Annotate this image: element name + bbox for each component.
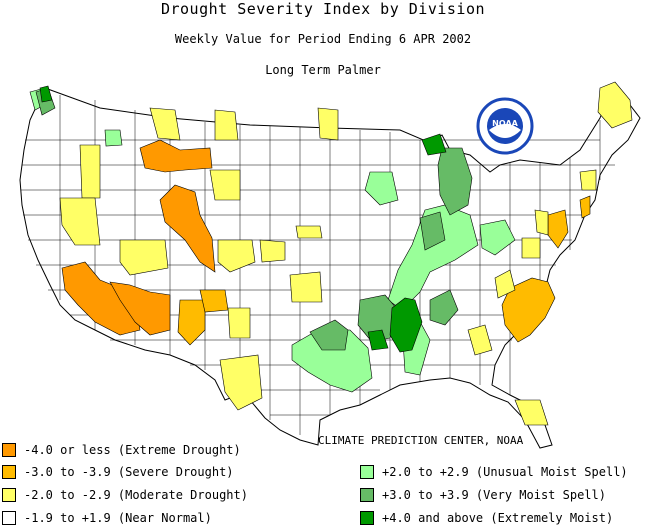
severe-drought-areas bbox=[177, 195, 591, 346]
legend-label: +4.0 and above (Extremely Moist) bbox=[382, 511, 614, 525]
legend-label: -4.0 or less (Extreme Drought) bbox=[24, 443, 241, 457]
legend-label: +2.0 to +2.9 (Unusual Moist Spell) bbox=[382, 465, 628, 479]
legend-item: +4.0 and above (Extremely Moist) bbox=[360, 509, 613, 527]
legend-item: -3.0 to -3.9 (Severe Drought) bbox=[2, 463, 234, 481]
legend-label: -2.0 to -2.9 (Moderate Drought) bbox=[24, 488, 248, 502]
credit-text: CLIMATE PREDICTION CENTER, NOAA bbox=[318, 434, 524, 447]
legend-swatch bbox=[360, 511, 374, 525]
legend-item: -2.0 to -2.9 (Moderate Drought) bbox=[2, 486, 248, 504]
legend-label: -1.9 to +1.9 (Near Normal) bbox=[24, 511, 212, 525]
extreme-drought-areas bbox=[61, 139, 216, 336]
noaa-logo: NOAA bbox=[476, 97, 534, 155]
index-name: Long Term Palmer bbox=[265, 63, 381, 77]
legend-item: +3.0 to +3.9 (Very Moist Spell) bbox=[360, 486, 606, 504]
legend-swatch bbox=[2, 443, 16, 457]
legend-swatch bbox=[360, 465, 374, 479]
map-title: Drought Severity Index by Division bbox=[160, 0, 486, 18]
legend-swatch bbox=[2, 488, 16, 502]
legend-swatch bbox=[2, 511, 16, 525]
legend-swatch bbox=[360, 488, 374, 502]
legend-label: +3.0 to +3.9 (Very Moist Spell) bbox=[382, 488, 606, 502]
legend-item: -1.9 to +1.9 (Near Normal) bbox=[2, 509, 212, 527]
legend-label: -3.0 to -3.9 (Severe Drought) bbox=[24, 465, 234, 479]
us-climate-division-map: NOAA bbox=[19, 81, 641, 449]
legend-swatch bbox=[2, 465, 16, 479]
moderate-drought-areas bbox=[59, 81, 633, 426]
legend-item: -4.0 or less (Extreme Drought) bbox=[2, 441, 241, 459]
map-subtitle: Weekly Value for Period Ending 6 APR 200… bbox=[174, 32, 472, 46]
legend-item: +2.0 to +2.9 (Unusual Moist Spell) bbox=[360, 463, 628, 481]
noaa-logo-text: NOAA bbox=[492, 119, 518, 128]
extremely-moist-areas bbox=[39, 85, 447, 353]
